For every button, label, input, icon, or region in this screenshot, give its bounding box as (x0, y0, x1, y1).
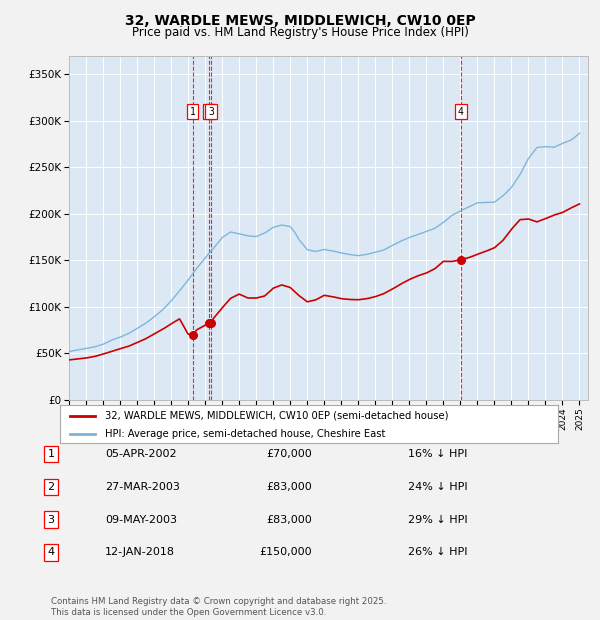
Text: 1: 1 (47, 449, 55, 459)
Text: 4: 4 (47, 547, 55, 557)
Text: 05-APR-2002: 05-APR-2002 (105, 449, 176, 459)
Text: Contains HM Land Registry data © Crown copyright and database right 2025.
This d: Contains HM Land Registry data © Crown c… (51, 598, 386, 617)
Text: £150,000: £150,000 (259, 547, 312, 557)
Text: 3: 3 (47, 515, 55, 525)
Text: £70,000: £70,000 (266, 449, 312, 459)
Text: £83,000: £83,000 (266, 515, 312, 525)
Text: £83,000: £83,000 (266, 482, 312, 492)
Text: 2: 2 (206, 107, 212, 117)
Text: 26% ↓ HPI: 26% ↓ HPI (408, 547, 467, 557)
Text: 3: 3 (208, 107, 214, 117)
Text: HPI: Average price, semi-detached house, Cheshire East: HPI: Average price, semi-detached house,… (105, 428, 385, 439)
Text: 29% ↓ HPI: 29% ↓ HPI (408, 515, 467, 525)
Text: 32, WARDLE MEWS, MIDDLEWICH, CW10 0EP (semi-detached house): 32, WARDLE MEWS, MIDDLEWICH, CW10 0EP (s… (105, 410, 448, 420)
Text: 4: 4 (458, 107, 464, 117)
Text: 12-JAN-2018: 12-JAN-2018 (105, 547, 175, 557)
Text: 1: 1 (190, 107, 196, 117)
Text: Price paid vs. HM Land Registry's House Price Index (HPI): Price paid vs. HM Land Registry's House … (131, 26, 469, 39)
Text: 16% ↓ HPI: 16% ↓ HPI (408, 449, 467, 459)
Text: 27-MAR-2003: 27-MAR-2003 (105, 482, 180, 492)
Text: 2: 2 (47, 482, 55, 492)
Text: 24% ↓ HPI: 24% ↓ HPI (408, 482, 467, 492)
Text: 09-MAY-2003: 09-MAY-2003 (105, 515, 177, 525)
Text: 32, WARDLE MEWS, MIDDLEWICH, CW10 0EP: 32, WARDLE MEWS, MIDDLEWICH, CW10 0EP (125, 14, 475, 28)
